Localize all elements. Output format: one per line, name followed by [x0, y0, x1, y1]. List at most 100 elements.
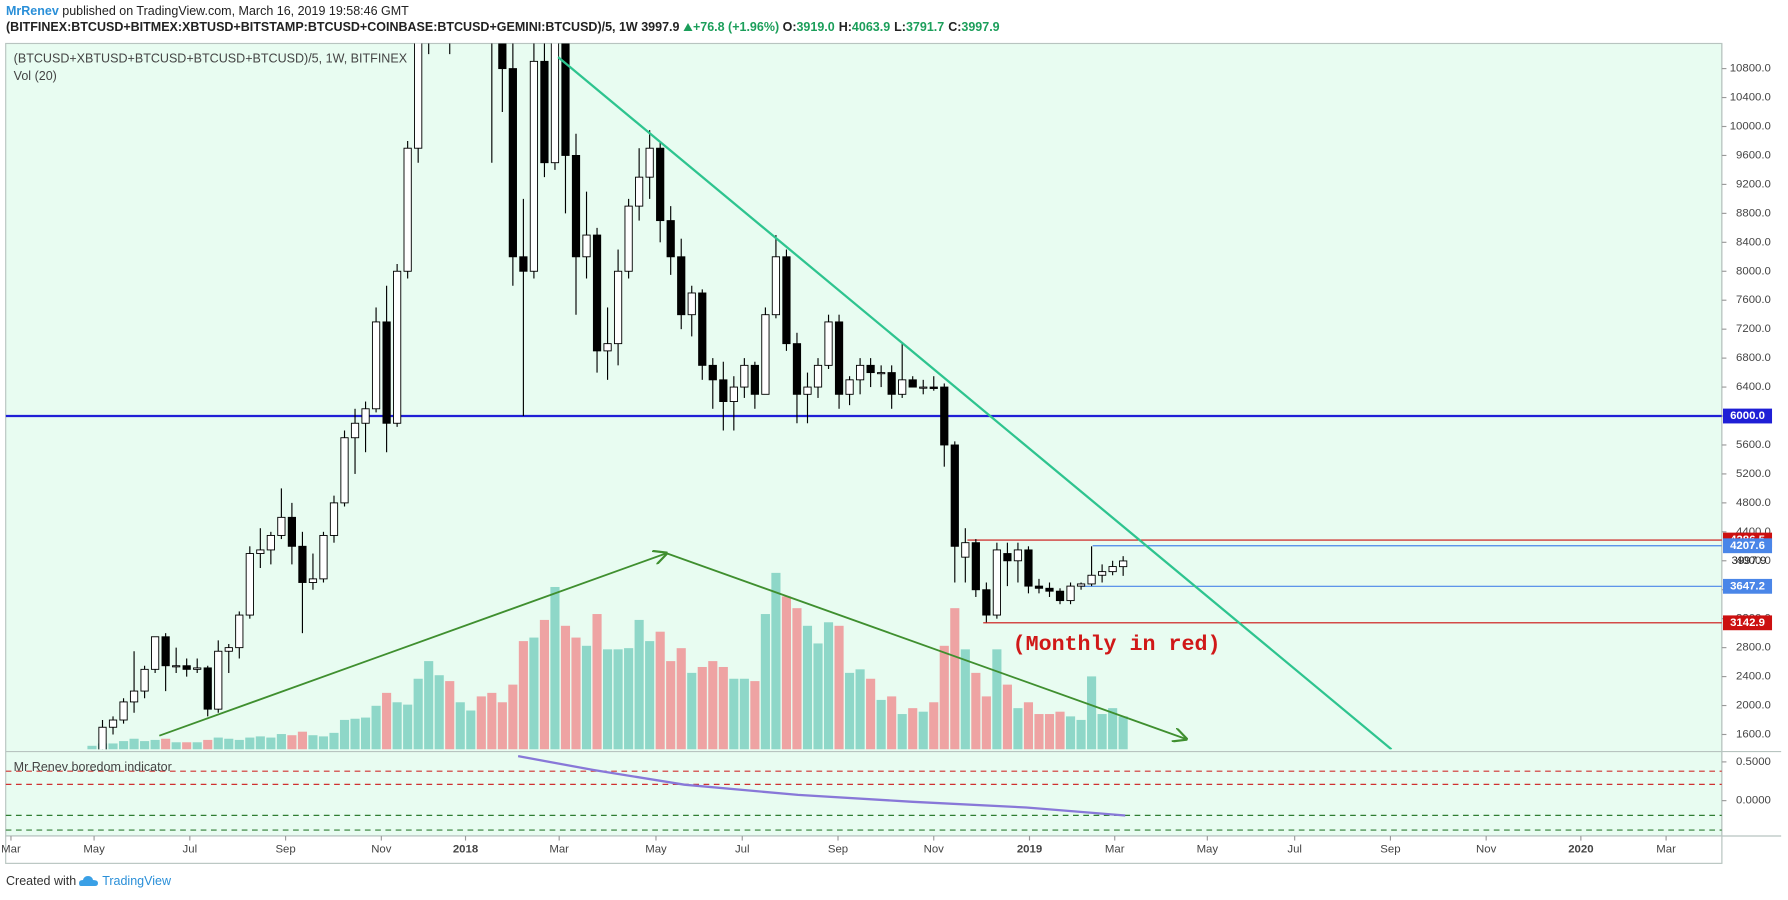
x-tick-label: 2019: [1017, 844, 1042, 856]
x-tick-label: Mar: [1, 844, 21, 856]
volume-bar: [466, 710, 476, 750]
candle-body: [950, 444, 959, 547]
volume-bar: [129, 738, 139, 750]
candle-body: [866, 364, 875, 374]
volume-bar: [992, 649, 1002, 750]
volume-bar: [413, 678, 423, 750]
candle-body: [656, 147, 665, 222]
candle-body: [329, 502, 339, 536]
volume-bar: [897, 714, 907, 750]
candle-body: [771, 256, 781, 316]
candle-body: [992, 549, 1001, 616]
candle-body: [308, 578, 318, 583]
x-tick-label: Sep: [275, 844, 295, 856]
volume-bar: [697, 666, 707, 750]
volume-bar: [529, 637, 539, 750]
volume-bar: [182, 742, 192, 750]
volume-bar: [1087, 676, 1097, 750]
volume-bar: [981, 696, 991, 750]
level-tag-label: 4207.6: [1730, 540, 1765, 552]
level-tag: [1723, 538, 1773, 554]
volume-bar: [487, 692, 497, 750]
brand[interactable]: TradingView: [102, 874, 171, 888]
candle-body: [845, 379, 854, 395]
ohlc-value: 3919.0: [796, 20, 835, 34]
indicator-layer: [5, 755, 1722, 831]
x-tick-label: Nov: [924, 844, 945, 856]
candle-body: [371, 321, 381, 410]
candle-body: [540, 60, 549, 164]
candle-body: [1013, 549, 1023, 562]
candle-body: [561, 43, 570, 156]
candle-body: [214, 650, 223, 710]
volume-bar: [666, 661, 676, 750]
y-tick-label: 1600.0: [1736, 729, 1771, 741]
candle-body: [677, 256, 686, 316]
volume-bar: [497, 702, 507, 750]
volume-bar: [518, 641, 528, 750]
volume-bar: [1055, 711, 1065, 750]
y-tick-label: 8800.0: [1736, 207, 1771, 219]
y-tick-label: 6800.0: [1736, 352, 1771, 364]
x-tick-label: Nov: [371, 844, 392, 856]
ohlc-label: H:: [838, 20, 852, 34]
footer-text: Created with: [6, 874, 77, 888]
volume-bar: [760, 614, 770, 750]
x-tick-label: Mar: [1656, 844, 1676, 856]
volume-bar: [834, 625, 844, 750]
volume-bar: [203, 739, 213, 750]
volume-bar: [887, 696, 897, 750]
candle-body: [266, 534, 275, 551]
volume-bar: [87, 745, 97, 750]
last-price-label: 3997.9: [1731, 555, 1766, 567]
candle-body: [235, 614, 244, 649]
volume-bar: [960, 649, 970, 750]
volume-bar: [750, 681, 760, 750]
volume-bar: [1044, 714, 1055, 750]
candle-body: [403, 147, 412, 272]
candle-body: [782, 256, 791, 345]
volume-bar: [360, 717, 371, 750]
volume-bar: [224, 738, 234, 750]
indicator-line: [517, 755, 1126, 817]
price-layer: [5, 0, 1722, 750]
volume-bar: [718, 666, 728, 750]
x-tick-label: 2018: [453, 844, 478, 856]
candle-body: [792, 343, 802, 395]
candle-body: [603, 343, 612, 352]
candle-body: [761, 314, 770, 395]
volume-bar: [392, 702, 402, 750]
candle-body: [340, 437, 349, 504]
indicator-y-tick-label: 0.5000: [1736, 756, 1771, 768]
level-tag-label: 3647.2: [1730, 580, 1765, 592]
volume-trendline: [666, 552, 1186, 739]
volume-bar: [108, 743, 118, 750]
candle-body: [498, 43, 507, 70]
volume-bar: [329, 732, 339, 750]
volume-bar: [655, 631, 665, 750]
y-tick-label: 7200.0: [1736, 323, 1771, 335]
candle-body: [193, 667, 202, 670]
volume-bar: [771, 572, 781, 750]
candle-body: [488, 0, 495, 18]
volume-bar: [950, 608, 960, 750]
candle-body: [108, 719, 118, 728]
level-tag: [1723, 615, 1773, 631]
candle-body: [571, 154, 581, 258]
volume-bar: [792, 608, 802, 750]
ohlc-value: 4063.9: [851, 20, 891, 34]
y-tick-label: 9200.0: [1736, 178, 1771, 190]
volume-bar: [287, 735, 297, 750]
candle-body: [877, 372, 886, 375]
candle-body: [613, 270, 623, 345]
author[interactable]: MrRenev: [6, 4, 59, 18]
candle-body: [1098, 571, 1107, 576]
candle-body: [940, 386, 949, 446]
candle-body: [1003, 553, 1012, 562]
volume-bar: [739, 678, 749, 750]
candle-body: [1076, 583, 1086, 587]
volume-bar: [508, 684, 518, 750]
candle-body: [1055, 590, 1065, 602]
volume-bar: [1118, 716, 1128, 750]
candle-body: [1119, 560, 1128, 568]
